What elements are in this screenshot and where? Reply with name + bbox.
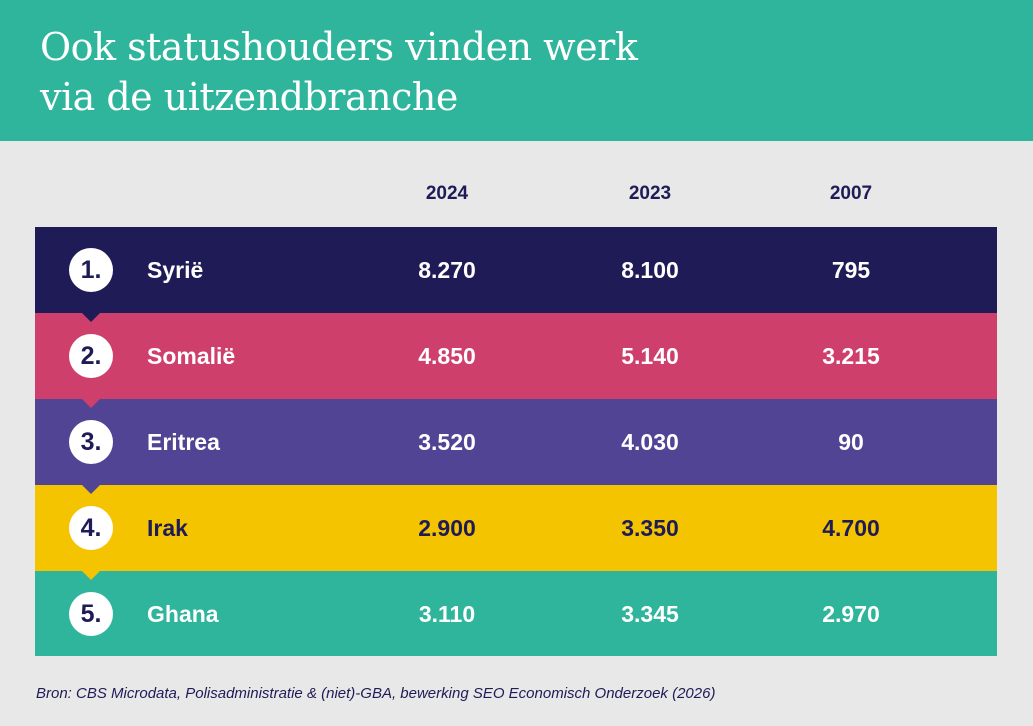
- row-pointer-icon: [82, 485, 100, 494]
- page-title: Ook statushouders vinden werk via de uit…: [40, 22, 638, 122]
- row-pointer-icon: [82, 571, 100, 580]
- rank-badge: 3.: [69, 420, 113, 464]
- table-row: 2. Somalië 4.850 5.140 3.215: [35, 313, 997, 408]
- title-line-2: via de uitzendbranche: [40, 75, 458, 119]
- value-cell-2024: 4.850: [418, 343, 476, 369]
- value-cell-2023: 3.345: [621, 601, 679, 627]
- rank-badge: 4.: [69, 506, 113, 550]
- rank-badge: 1.: [69, 248, 113, 292]
- value-cell-2007: 90: [838, 429, 864, 455]
- rank-badge: 2.: [69, 334, 113, 378]
- country-name: Somalië: [147, 343, 236, 369]
- value-cell-2023: 8.100: [621, 257, 679, 283]
- value-cell-2024: 3.520: [418, 429, 476, 455]
- value-cell-2024: 3.110: [418, 601, 476, 627]
- value-cell-2023: 5.140: [621, 343, 679, 369]
- rank-badge: 5.: [69, 592, 113, 636]
- country-name: Eritrea: [147, 429, 220, 455]
- value-cell-2007: 795: [831, 257, 871, 283]
- value-cell-2023: 3.350: [621, 515, 679, 541]
- value-cell-2007: 2.970: [822, 601, 880, 627]
- value-cell-2024: 8.270: [418, 257, 476, 283]
- value-cell-2024: 2.900: [418, 515, 476, 541]
- value-cell-2007: 4.700: [822, 515, 880, 541]
- source-note: Bron: CBS Microdata, Polisadministratie …: [36, 685, 716, 702]
- value-cell-2007: 3.215: [822, 343, 880, 369]
- header-banner: Ook statushouders vinden werk via de uit…: [0, 0, 1033, 141]
- title-line-1: Ook statushouders vinden werk: [40, 25, 638, 69]
- country-name: Ghana: [147, 601, 219, 627]
- country-name: Syrië: [147, 257, 204, 283]
- column-header-2023: 2023: [628, 183, 672, 204]
- country-name: Irak: [147, 515, 188, 541]
- column-header-2007: 2007: [829, 183, 873, 204]
- table-row: 4. Irak 2.900 3.350 4.700: [35, 485, 997, 580]
- table-row: 3. Eritrea 3.520 4.030 90: [35, 399, 997, 494]
- table-row: 5. Ghana 3.110 3.345 2.970: [35, 571, 997, 656]
- row-pointer-icon: [82, 399, 100, 408]
- value-cell-2023: 4.030: [621, 429, 679, 455]
- column-header-2024: 2024: [425, 183, 469, 204]
- table-row: 1. Syrië 8.270 8.100 795: [35, 227, 997, 322]
- ranking-table: 1. Syrië 8.270 8.100 795 2. Somalië 4.850 5.140 3…: [35, 227, 997, 656]
- row-pointer-icon: [82, 313, 100, 322]
